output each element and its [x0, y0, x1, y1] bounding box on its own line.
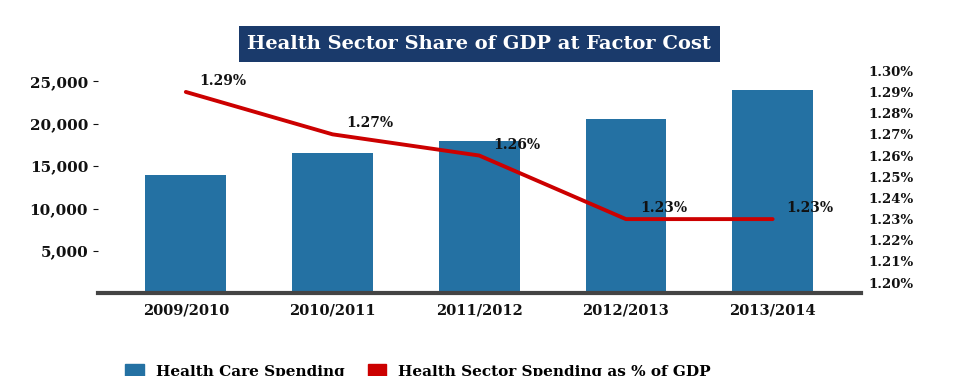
Legend: Health Care Spending, Health Sector Spending as % of GDP: Health Care Spending, Health Sector Spen… [120, 359, 714, 376]
Bar [585, 120, 665, 293]
Text: 1.29%: 1.29% [199, 74, 246, 88]
Bar [146, 174, 226, 293]
Bar [439, 141, 519, 293]
Text: 1.23%: 1.23% [786, 201, 832, 215]
Text: 1.23%: 1.23% [639, 201, 686, 215]
Bar [292, 153, 372, 293]
Text: 1.27%: 1.27% [346, 117, 393, 130]
Text: 1.26%: 1.26% [492, 138, 539, 152]
Bar [732, 90, 812, 293]
Title: Health Sector Share of GDP at Factor Cost: Health Sector Share of GDP at Factor Cos… [247, 35, 710, 53]
